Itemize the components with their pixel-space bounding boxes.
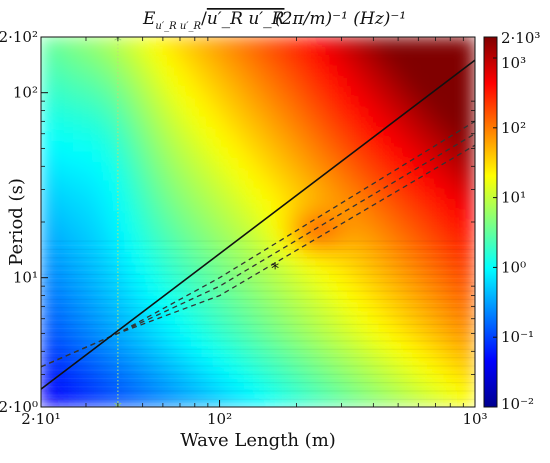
title-units: (2π/m)⁻¹ (Hz)⁻¹ — [275, 9, 406, 29]
heatmap-field — [41, 37, 475, 407]
y-axis-ticks: 2·10⁰ 10¹ 10² 2·10² — [0, 28, 475, 416]
colorbar-gradient — [483, 36, 498, 408]
x-axis-ticks: 2·10¹ 10² 10³ — [21, 37, 488, 428]
y-tick-label: 10² — [13, 84, 38, 102]
peak-asterisk-marker: * — [271, 258, 279, 277]
title-lhs-sub: u′_R u′_R — [155, 21, 201, 32]
dashed-curve-3 — [41, 144, 475, 368]
y-tick-label: 10¹ — [13, 269, 38, 287]
y-tick-label: 2·10⁰ — [0, 398, 38, 416]
solid-reference-line — [41, 59, 475, 390]
colorbar-ticks: 2·10³ 10³ 10² 10¹ 10⁰ 10⁻¹ 10⁻² — [493, 29, 540, 413]
colorbar: 2·10³ 10³ 10² 10¹ 10⁰ 10⁻¹ 10⁻² — [483, 29, 540, 413]
y-axis-label: Period (s) — [6, 178, 27, 266]
top-star-marker: * — [114, 31, 122, 50]
x-tick-label: 2·10¹ — [21, 410, 60, 428]
dashed-curve-2 — [41, 133, 475, 368]
y-tick-label: 2·10² — [0, 28, 38, 46]
title-denominator: u′_R u′_R — [207, 9, 285, 29]
colorbar-tick-label: 2·10³ — [501, 29, 540, 47]
chart-title: Eu′_R u′_R/u′_R u′_R (2π/m)⁻¹ (Hz)⁻¹ — [142, 9, 406, 32]
colorbar-tick-label: 10⁻¹ — [501, 328, 534, 346]
overlay-lines: * * * — [41, 31, 475, 417]
bottom-star-marker: * — [114, 398, 122, 417]
colorbar-tick-label: 10⁰ — [501, 258, 526, 276]
colorbar-tick-label: 10² — [501, 119, 526, 137]
x-tick-label: 10² — [207, 410, 232, 428]
colorbar-tick-label: 10¹ — [501, 189, 526, 207]
x-tick-label: 10³ — [462, 410, 487, 428]
x-axis-label: Wave Length (m) — [180, 430, 336, 451]
colorbar-tick-label: 10³ — [501, 54, 526, 72]
colorbar-tick-label: 10⁻² — [501, 395, 534, 413]
svg-text:Eu′_R u′_R/u′_R u′_R: Eu′_R u′_R/u′_R u′_R — [142, 9, 285, 32]
title-lhs: E — [142, 9, 156, 29]
